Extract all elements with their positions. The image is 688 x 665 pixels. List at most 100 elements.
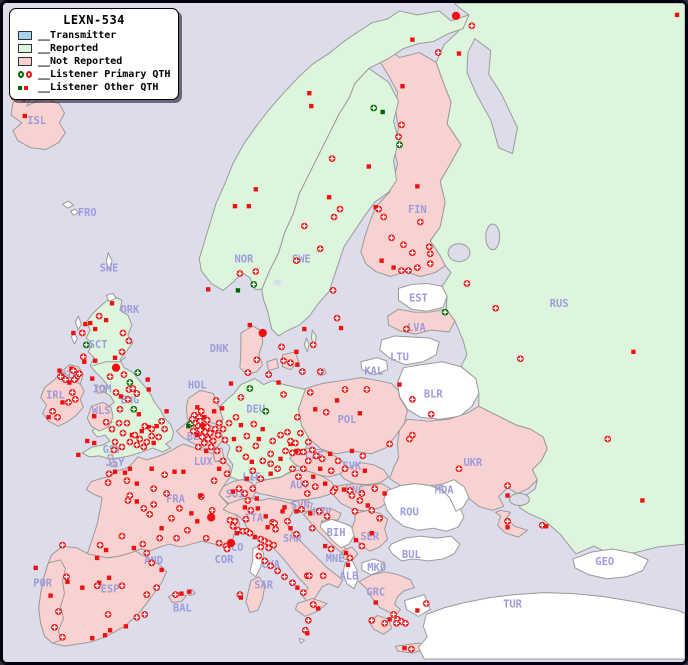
listener-primary-qth-marker <box>289 465 296 473</box>
country-label-sar: SAR <box>254 580 274 592</box>
listener-primary-qth-marker <box>148 559 156 567</box>
legend-label: __Listener Primary QTH <box>38 69 171 80</box>
listener-other-qth-marker <box>382 491 387 496</box>
country-label-lva: LVA <box>407 322 427 334</box>
legend-row-transmitter: __Transmitter <box>10 29 178 42</box>
country-mda <box>440 479 470 512</box>
country-bih <box>319 518 356 549</box>
country-kal <box>360 357 389 376</box>
country-label-aut: AUT <box>290 480 309 492</box>
country-label-smr: SMR <box>283 533 303 545</box>
listener-primary-qth-marker <box>124 497 132 504</box>
legend-label: __Listener Other QTH <box>38 82 159 93</box>
other-qth-icons <box>18 85 32 90</box>
listener-primary-qth-marker <box>188 415 196 423</box>
listener-other-qth-marker <box>92 440 97 446</box>
listener-other-qth-marker <box>400 84 405 89</box>
listener-primary-qth-marker <box>434 49 442 56</box>
listener-other-qth-marker <box>234 530 240 536</box>
island-sicily <box>294 598 328 617</box>
listener-primary-qth-marker <box>118 443 126 451</box>
country-label-ltu: LTU <box>390 352 409 364</box>
listener-primary-qth-marker <box>96 541 104 549</box>
listener-primary-qth-marker <box>150 485 158 492</box>
listener-other-qth-marker <box>349 448 355 454</box>
country-label-fro: FRO <box>78 207 97 219</box>
listener-primary-qth-marker <box>327 467 335 475</box>
europe-map[interactable]: ISLFROSHEORKSCTNIRIRLIOMENGWLSGSYJSYNORS… <box>3 3 685 662</box>
red-square-icon <box>24 85 28 90</box>
listener-primary-qth-marker <box>143 438 151 446</box>
reported-swatch <box>18 44 32 53</box>
listener-primary-qth-marker <box>398 267 405 274</box>
listener-other-qth-marker <box>202 415 207 420</box>
listener-primary-qth-marker <box>207 443 215 451</box>
listener-primary-qth-marker <box>455 465 463 473</box>
country-label-iom: IOM <box>93 383 112 395</box>
listener-primary-qth-marker <box>219 425 227 433</box>
listener-primary-qth-marker <box>225 419 233 427</box>
listener-primary-qth-marker <box>71 396 79 403</box>
listener-primary-qth-marker <box>300 222 308 230</box>
listener-primary-qth-marker <box>427 410 435 418</box>
listener-primary-qth-marker <box>244 369 252 377</box>
listener-primary-qth-marker <box>156 534 163 542</box>
listener-other-qth-marker <box>544 524 549 529</box>
listener-other-qth-marker <box>65 579 70 584</box>
country-svk <box>339 462 390 486</box>
listener-other-qth-marker <box>256 436 261 442</box>
listener-primary-qth-marker <box>265 544 273 552</box>
listener-other-qth-marker <box>134 499 140 504</box>
listener-primary-qth-marker <box>102 418 110 426</box>
listener-primary-qth-marker <box>269 437 276 445</box>
country-isl <box>10 95 66 151</box>
country-label-grc: GRC <box>366 587 385 599</box>
listener-other-qth-marker <box>82 359 87 364</box>
island-guernsey <box>107 454 114 460</box>
listener-primary-qth-marker <box>267 450 275 458</box>
listener-primary-qth-marker <box>468 22 476 30</box>
listener-primary-qth-marker <box>294 413 301 421</box>
listener-other-qth-marker <box>146 387 151 392</box>
listener-primary-qth-marker <box>153 584 161 592</box>
listener-primary-qth-marker <box>236 270 244 277</box>
listener-primary-qth-marker <box>161 471 168 479</box>
listener-other-qth-marker <box>410 37 415 42</box>
listener-primary-qth-marker <box>214 431 222 439</box>
region-thrace <box>403 594 431 617</box>
country-geo <box>572 548 649 580</box>
islands-faroe <box>61 200 74 209</box>
listener-primary-qth-marker <box>209 437 217 445</box>
listener-other-qth-marker <box>238 595 244 600</box>
listener-primary-qth-marker <box>125 337 133 345</box>
listener-primary-qth-marker <box>346 554 354 562</box>
listener-other-qth-marker <box>123 624 129 629</box>
listener-primary-qth-marker <box>223 545 231 553</box>
listener-other-qth-marker <box>179 591 184 596</box>
country-label-esp: ESP <box>101 584 120 596</box>
listener-other-qth-marker <box>294 509 299 514</box>
listener-other-qth-marker <box>94 555 100 561</box>
listener-other-qth-marker <box>189 511 194 516</box>
listener-other-qth-marker <box>249 459 254 465</box>
listener-other-qth-marker <box>263 514 268 519</box>
listener-primary-qth-marker <box>304 438 312 446</box>
country-ltu <box>379 335 440 366</box>
listener-other-qth-marker <box>159 526 164 531</box>
listener-primary-qth-marker <box>139 540 147 548</box>
listener-other-qth-marker <box>309 103 314 109</box>
listener-other-qth-marker <box>294 448 299 454</box>
listener-other-qth-marker <box>85 438 90 444</box>
listener-other-qth-marker-green <box>186 423 191 429</box>
listener-primary-qth-marker <box>215 419 223 427</box>
listener-primary-qth-marker <box>309 341 317 349</box>
listener-primary-qth-marker <box>604 435 612 443</box>
listener-primary-qth-marker <box>538 521 546 529</box>
listener-other-qth-marker <box>106 575 112 580</box>
listener-other-qth-marker <box>353 537 359 543</box>
listener-other-qth-marker <box>276 380 281 385</box>
listener-primary-qth-marker <box>110 446 118 454</box>
country-label-irl: IRL <box>46 389 65 401</box>
listener-primary-qth-marker <box>249 467 257 475</box>
listener-primary-qth-marker <box>112 389 120 396</box>
